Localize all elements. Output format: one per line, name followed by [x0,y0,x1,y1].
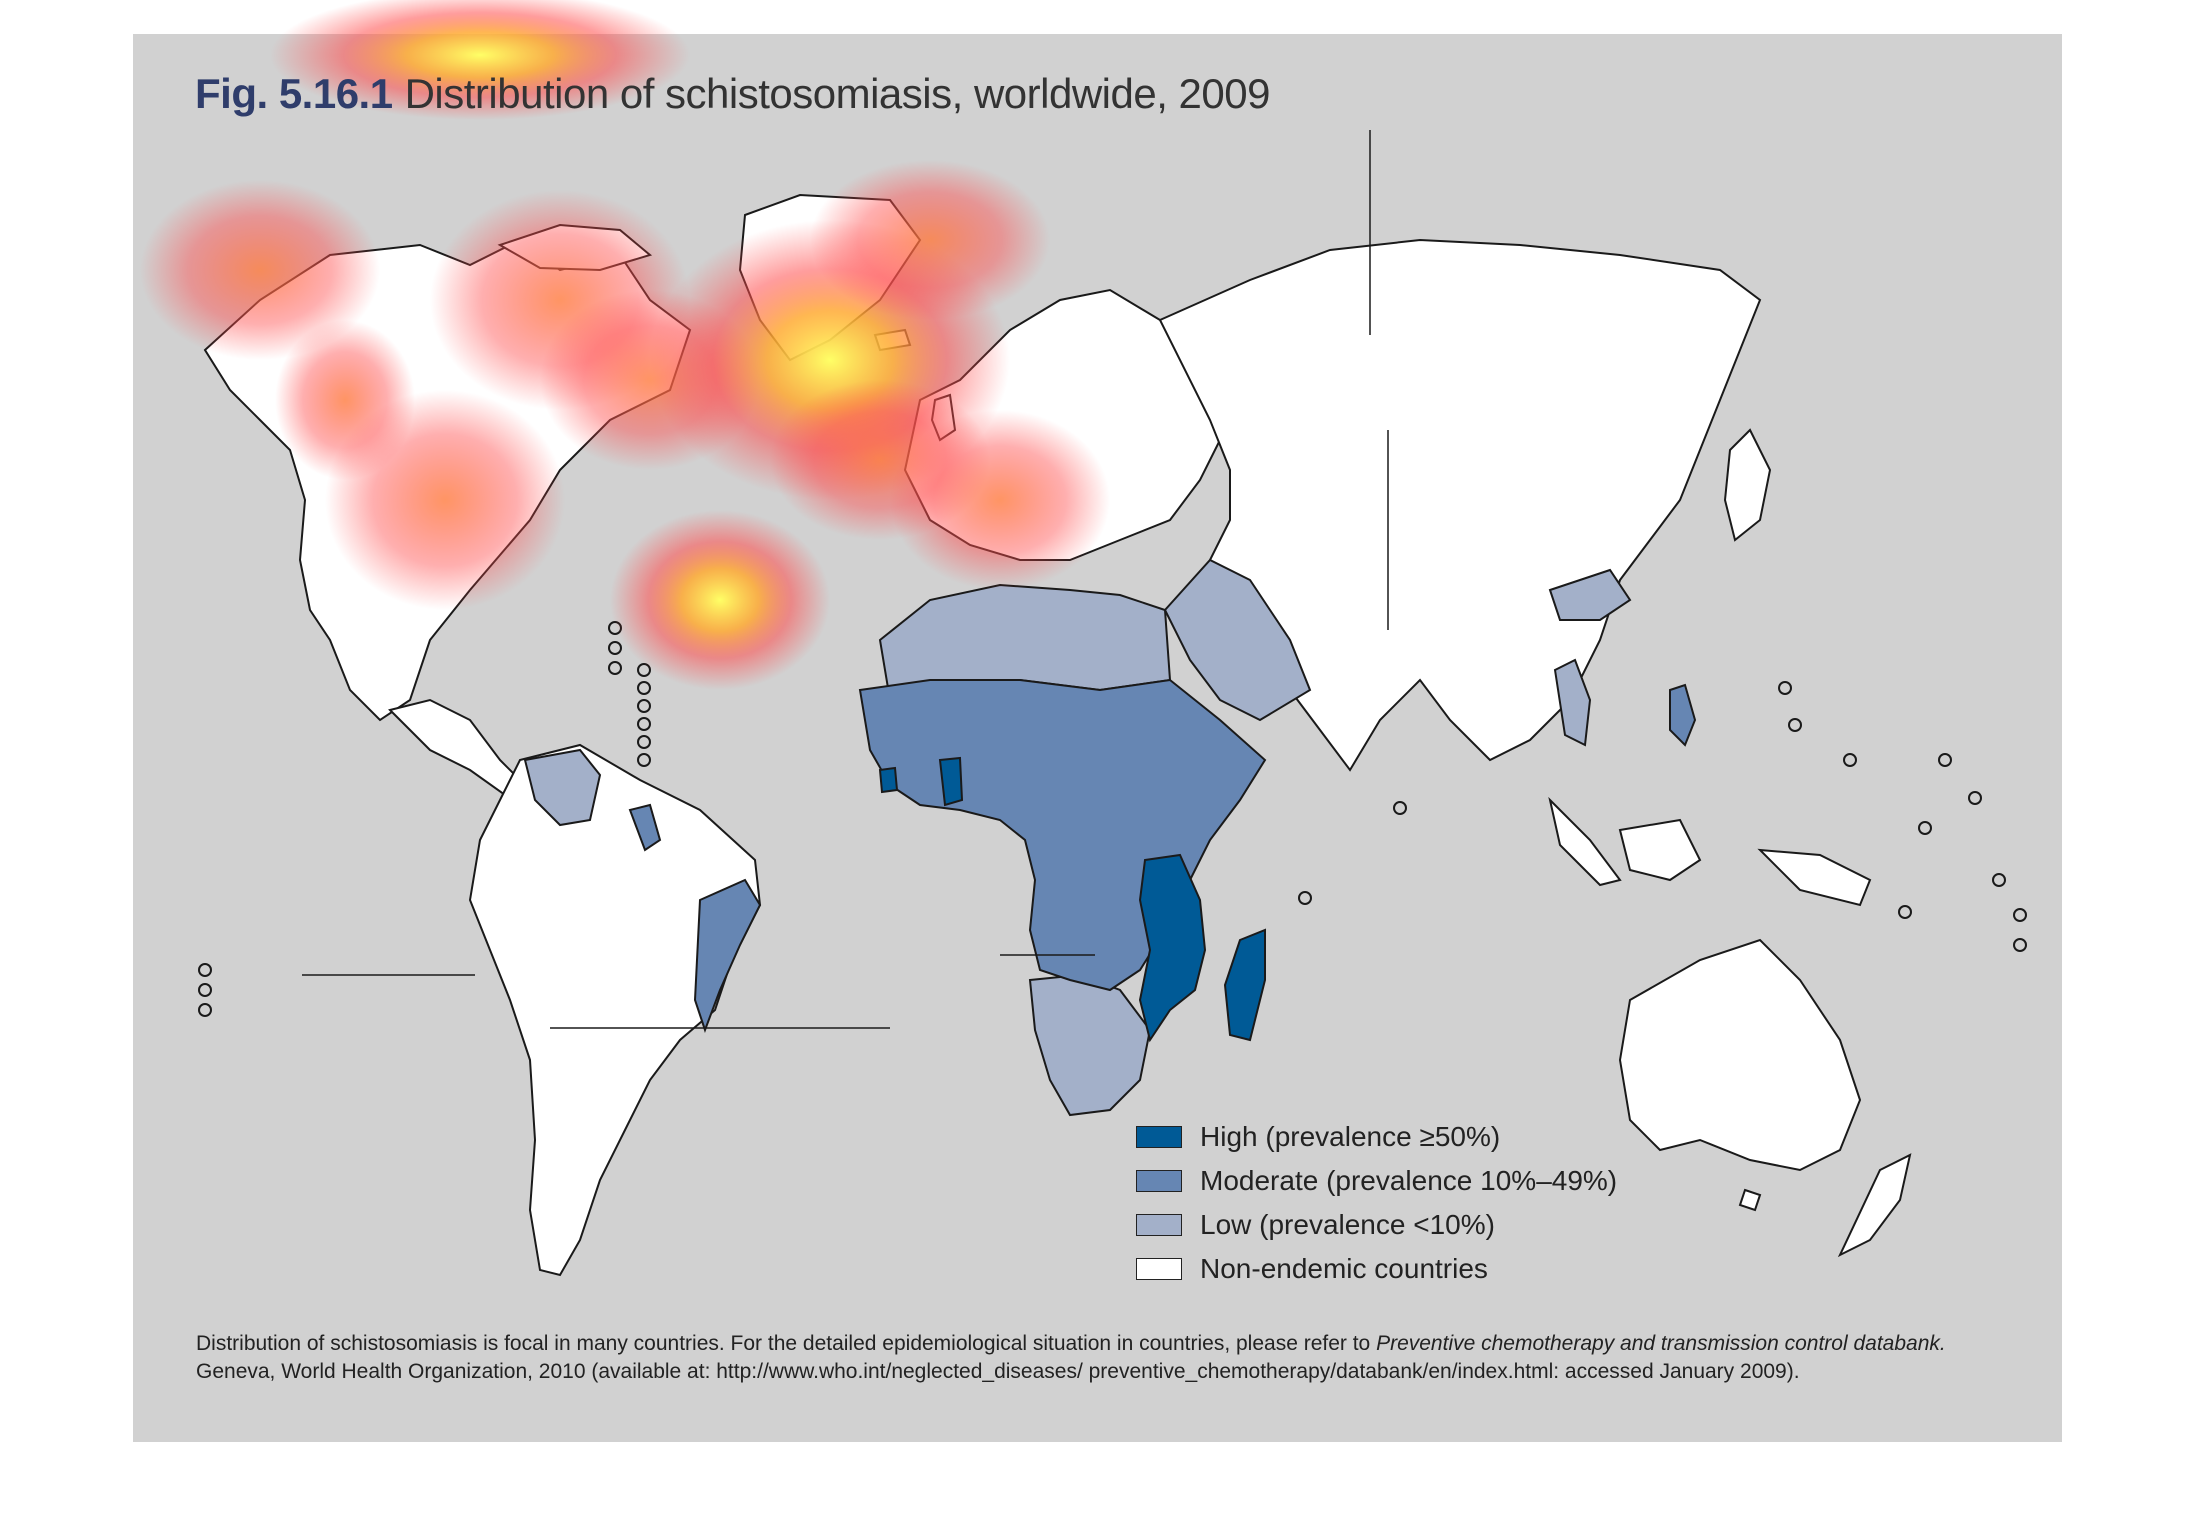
figure-number: Fig. 5.16.1 [195,70,393,117]
venezuela-low [523,748,602,827]
guiana-moderate [628,803,662,852]
island-markers [198,621,2027,1017]
legend-swatch-moderate [1136,1170,1182,1192]
south-america [468,743,762,1277]
legend-item-high: High (prevalence ≥50%) [1136,1115,1617,1159]
legend-swatch-non-endemic [1136,1258,1182,1280]
source-note-line1-text: Distribution of schistosomiasis is focal… [196,1332,1377,1355]
endemic-low [523,558,1632,1117]
laos-cambodia-low [1553,658,1592,747]
new-zealand [1837,1153,1912,1258]
legend-label-moderate: Moderate (prevalence 10%–49%) [1200,1165,1618,1196]
legend-label-low: Low (prevalence <10%) [1200,1209,1495,1240]
ghana-high [938,756,964,807]
legend-item-moderate: Moderate (prevalence 10%–49%) [1136,1159,1617,1203]
heatmap-overlay [140,0,1110,690]
figure-title: Fig. 5.16.1 Distribution of schistosomias… [195,70,1270,118]
figure-title-text: Distribution of schistosomiasis, worldwi… [404,70,1271,117]
legend-swatch-low [1136,1214,1182,1236]
borneo [1618,818,1702,882]
sumatra [1548,796,1622,887]
legend-item-non-endemic: Non-endemic countries [1136,1247,1617,1291]
east-africa-high [1138,853,1207,1043]
legend-swatch-high [1136,1126,1182,1148]
new-guinea [1757,848,1872,907]
source-note-databank-title: Preventive chemotherapy and transmission… [1376,1332,1946,1355]
legend: High (prevalence ≥50%) Moderate (prevale… [1136,1115,1617,1291]
central-america [388,698,522,797]
madagascar-high [1223,928,1266,1042]
reference-lines [302,130,1389,1029]
brazil-moderate [693,878,762,1033]
japan [1723,428,1772,542]
southern-africa-low [1028,973,1152,1117]
legend-label-non-endemic: Non-endemic countries [1200,1253,1488,1284]
china-low [1548,568,1632,621]
source-note-line1: Distribution of schistosomiasis is focal… [196,1330,1976,1358]
source-note: Distribution of schistosomiasis is focal… [196,1330,1976,1386]
legend-label-high: High (prevalence ≥50%) [1200,1121,1501,1152]
endemic-high [878,756,1266,1043]
source-note-line2: Geneva, World Health Organization, 2010 … [196,1360,1800,1383]
legend-item-low: Low (prevalence <10%) [1136,1203,1617,1247]
arabia-low [1163,558,1312,722]
philippines-moderate [1669,683,1697,747]
australia [1618,938,1862,1172]
tasmania [1738,1188,1762,1212]
sierra-leone-high [878,766,899,794]
land-non-endemic [203,193,1912,1277]
